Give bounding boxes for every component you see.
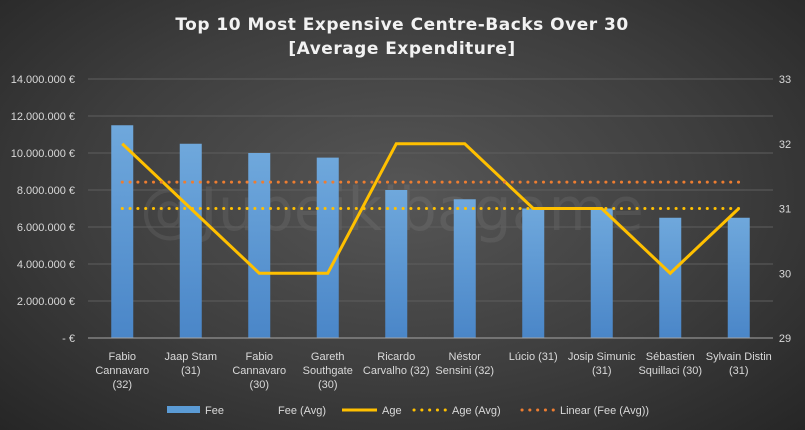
x-category-label: Cannavaro — [232, 365, 286, 377]
line-age — [121, 142, 740, 276]
bar-fee — [316, 157, 339, 338]
legend-label: Age — [382, 405, 402, 417]
x-category-label: Squillaci (30) — [638, 365, 702, 377]
y-right-tick: 30 — [779, 268, 791, 280]
x-category-label: Cannavaro — [95, 365, 149, 377]
bar-fee — [590, 208, 613, 338]
x-category-label: Ricardo — [377, 351, 415, 363]
y-right-tick: 31 — [779, 204, 791, 216]
x-category-label: Carvalho (32) — [363, 365, 430, 377]
y-right-tick: 32 — [779, 139, 791, 151]
chart-title-line1: Top 10 Most Expensive Centre-Backs Over … — [175, 15, 628, 35]
bar-fee — [111, 125, 134, 338]
x-category-label: Josip Simunic — [568, 351, 636, 363]
y-left-tick: - € — [62, 333, 75, 345]
bar-fee — [522, 208, 545, 338]
bar-fee — [179, 143, 202, 338]
bar-fee — [385, 190, 408, 338]
x-category-label: Fabio — [245, 351, 273, 363]
y-left-tick: 6.000.000 € — [17, 222, 75, 234]
legend-label: Linear (Fee (Avg)) — [560, 405, 649, 417]
bar-fee — [727, 217, 750, 338]
x-category-label: Sébastien — [646, 351, 695, 363]
bar-fee — [659, 217, 682, 338]
x-category-label: Néstor — [449, 351, 482, 363]
y-left-tick: 8.000.000 € — [17, 185, 75, 197]
legend-swatch — [167, 406, 200, 413]
x-category-label: (31) — [181, 365, 201, 377]
y-right-tick: 29 — [779, 333, 791, 345]
x-category-label: (30) — [249, 379, 269, 391]
x-category-label: Gareth — [311, 351, 345, 363]
x-category-label: Sylvain Distin — [706, 351, 772, 363]
x-category-label: Jaap Stam — [164, 351, 217, 363]
x-category-label: Lúcio (31) — [509, 351, 558, 363]
y-left-tick: 2.000.000 € — [17, 296, 75, 308]
chart-title-line2: [Average Expenditure] — [288, 39, 515, 59]
bar-fee — [248, 153, 271, 338]
bar-fee — [453, 199, 476, 338]
x-category-label: (31) — [729, 365, 749, 377]
x-category-label: (32) — [112, 379, 132, 391]
legend-label: Age (Avg) — [452, 405, 501, 417]
legend-label: Fee (Avg) — [278, 405, 326, 417]
y-left-tick: 12.000.000 € — [11, 111, 75, 123]
legend-label: Fee — [205, 405, 224, 417]
x-category-label: Southgate — [303, 365, 353, 377]
y-left-tick: 14.000.000 € — [11, 74, 75, 86]
x-category-label: Fabio — [108, 351, 136, 363]
y-left-tick: 10.000.000 € — [11, 148, 75, 160]
x-category-label: (30) — [318, 379, 338, 391]
x-category-label: Sensini (32) — [435, 365, 494, 377]
y-right-tick: 33 — [779, 74, 791, 86]
y-left-tick: 4.000.000 € — [17, 259, 75, 271]
x-category-label: (31) — [592, 365, 612, 377]
